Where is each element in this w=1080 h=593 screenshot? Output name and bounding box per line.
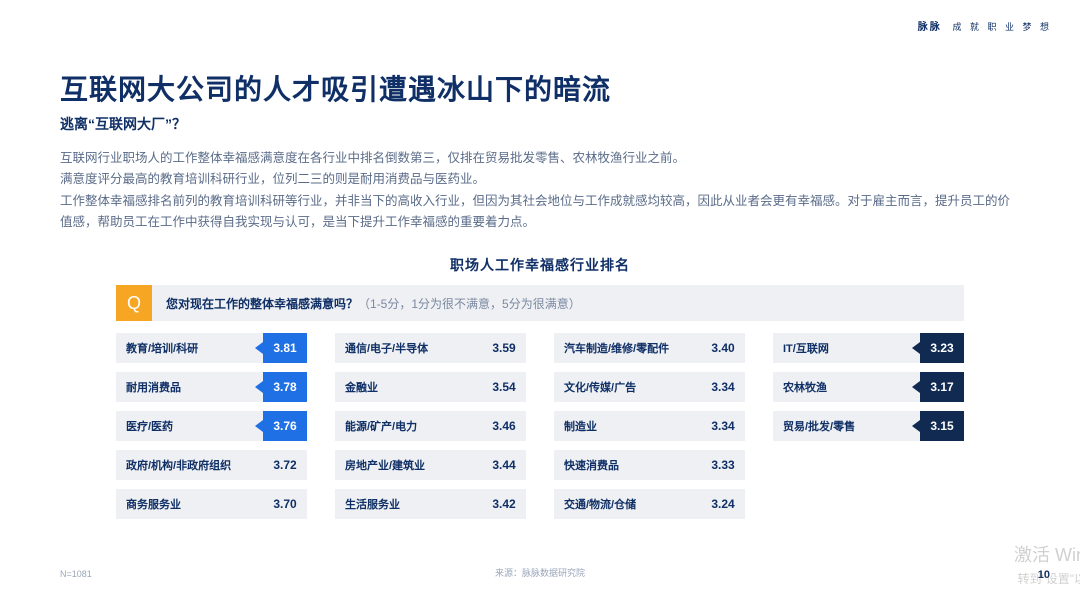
question-bold: 您对现在工作的整体幸福感满意吗？ [166, 297, 358, 311]
ranking-value: 3.70 [263, 489, 307, 519]
ranking-value: 3.17 [920, 372, 964, 402]
ranking-cell: 农林牧渔 3.17 [773, 372, 964, 402]
ranking-cell: 能源/矿产/电力 3.46 [335, 411, 526, 441]
brand-tagline: 成 就 职 业 梦 想 [952, 22, 1052, 32]
ranking-label: 交通/物流/仓储 [554, 496, 636, 512]
ranking-cell: 制造业 3.34 [554, 411, 745, 441]
ranking-label: 能源/矿产/电力 [335, 418, 417, 434]
ranking-cell: 医疗/医药 3.76 [116, 411, 307, 441]
paragraph: 满意度评分最高的教育培训科研行业，位列二三的则是耐用消费品与医药业。 [60, 169, 1020, 190]
page-subtitle: 逃离“互联网大厂”？ [60, 114, 1020, 134]
ranking-cell: 政府/机构/非政府组织 3.72 [116, 450, 307, 480]
footnote-n: N=1081 [60, 569, 92, 579]
ranking-label: 教育/培训/科研 [116, 340, 198, 356]
ranking-cell: 金融业 3.54 [335, 372, 526, 402]
ranking-cell: 商务服务业 3.70 [116, 489, 307, 519]
ranking-label: 贸易/批发/零售 [773, 418, 855, 434]
chart-title: 职场人工作幸福感行业排名 [60, 255, 1020, 275]
ranking-value: 3.76 [263, 411, 307, 441]
ranking-cell: 文化/传媒/广告 3.34 [554, 372, 745, 402]
ranking-label: 汽车制造/维修/零配件 [554, 340, 669, 356]
ranking-value: 3.44 [482, 450, 526, 480]
brand-name: 脉脉 [918, 22, 942, 33]
ranking-cell: 汽车制造/维修/零配件 3.40 [554, 333, 745, 363]
ranking-value: 3.81 [263, 333, 307, 363]
question-badge: Q [116, 285, 152, 321]
ranking-value: 3.59 [482, 333, 526, 363]
ranking-label: 房地产业/建筑业 [335, 457, 425, 473]
ranking-value: 3.78 [263, 372, 307, 402]
ranking-value: 3.15 [920, 411, 964, 441]
ranking-cell: 教育/培训/科研 3.81 [116, 333, 307, 363]
question-text: 您对现在工作的整体幸福感满意吗？（1-5分，1分为很不满意，5分为很满意） [166, 295, 581, 312]
ranking-value: 3.46 [482, 411, 526, 441]
ranking-label: 文化/传媒/广告 [554, 379, 636, 395]
ranking-value: 3.42 [482, 489, 526, 519]
ranking-value: 3.23 [920, 333, 964, 363]
ranking-grid: 教育/培训/科研 3.81 通信/电子/半导体 3.59 汽车制造/维修/零配件 3.40… [116, 333, 964, 519]
ranking-label: 快速消费品 [554, 457, 619, 473]
ranking-cell: 房地产业/建筑业 3.44 [335, 450, 526, 480]
ranking-label: 农林牧渔 [773, 379, 827, 395]
ranking-value: 3.34 [701, 372, 745, 402]
ranking-label: 金融业 [335, 379, 378, 395]
ranking-label: 制造业 [554, 418, 597, 434]
watermark-line-2: 转到"设置"以 [1017, 570, 1080, 587]
paragraphs: 互联网行业职场人的工作整体幸福感满意度在各行业中排名倒数第三，仅排在贸易批发零售… [60, 148, 1020, 233]
ranking-label: 耐用消费品 [116, 379, 181, 395]
ranking-value: 3.40 [701, 333, 745, 363]
ranking-cell: IT/互联网 3.23 [773, 333, 964, 363]
question-sub: （1-5分，1分为很不满意，5分为很满意） [358, 297, 581, 311]
ranking-label: 通信/电子/半导体 [335, 340, 428, 356]
paragraph: 互联网行业职场人的工作整体幸福感满意度在各行业中排名倒数第三，仅排在贸易批发零售… [60, 148, 1020, 169]
ranking-cell: 通信/电子/半导体 3.59 [335, 333, 526, 363]
ranking-cell: 快速消费品 3.33 [554, 450, 745, 480]
content-area: 互联网大公司的人才吸引遭遇冰山下的暗流 逃离“互联网大厂”？ 互联网行业职场人的… [60, 68, 1020, 519]
ranking-label: 医疗/医药 [116, 418, 173, 434]
ranking-cell: 交通/物流/仓储 3.24 [554, 489, 745, 519]
ranking-label: 商务服务业 [116, 496, 181, 512]
ranking-value: 3.33 [701, 450, 745, 480]
ranking-cell: 耐用消费品 3.78 [116, 372, 307, 402]
ranking-value: 3.34 [701, 411, 745, 441]
ranking-label: IT/互联网 [773, 340, 829, 356]
page-title: 互联网大公司的人才吸引遭遇冰山下的暗流 [60, 68, 1020, 108]
footnote-source: 来源：脉脉数据研究院 [495, 566, 585, 579]
brand-block: 脉脉 成 就 职 业 梦 想 [918, 18, 1052, 33]
paragraph: 工作整体幸福感排名前列的教育培训科研等行业，并非当下的高收入行业，但因为其社会地… [60, 191, 1020, 234]
question-row: Q 您对现在工作的整体幸福感满意吗？（1-5分，1分为很不满意，5分为很满意） [116, 285, 964, 321]
ranking-label: 生活服务业 [335, 496, 400, 512]
ranking-cell: 生活服务业 3.42 [335, 489, 526, 519]
ranking-value: 3.54 [482, 372, 526, 402]
ranking-value: 3.72 [263, 450, 307, 480]
ranking-cell: 贸易/批发/零售 3.15 [773, 411, 964, 441]
watermark-line-1: 激活 Win [1014, 541, 1080, 567]
ranking-label: 政府/机构/非政府组织 [116, 457, 231, 473]
ranking-value: 3.24 [701, 489, 745, 519]
